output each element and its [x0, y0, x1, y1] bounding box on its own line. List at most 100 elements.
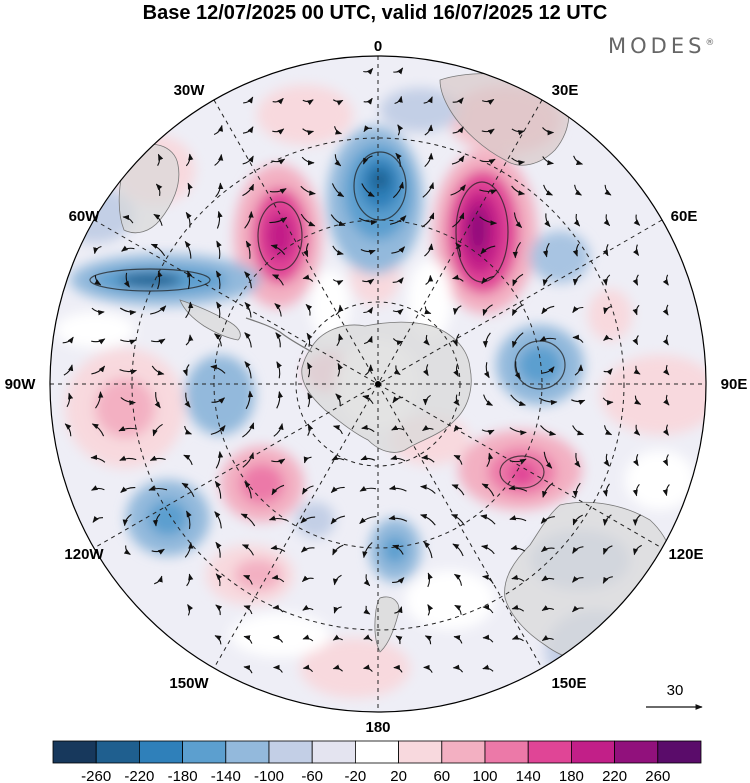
wind-arrow — [185, 301, 194, 319]
wind-arrow — [390, 454, 406, 462]
wind-arrow — [574, 364, 584, 376]
wind-arrow — [662, 334, 669, 346]
wind-arrow — [276, 361, 282, 379]
wind-arrow — [184, 392, 191, 408]
wind-arrow — [270, 244, 286, 255]
colorbar-tick-label: -20 — [345, 768, 367, 783]
wind-arrow — [119, 369, 138, 375]
wind-arrow — [302, 604, 314, 611]
wind-arrow — [154, 575, 163, 585]
south-pole-marker — [375, 381, 381, 387]
wind-arrow — [632, 483, 640, 497]
antarctica-landmass — [301, 321, 472, 453]
wind-arrow — [392, 181, 404, 199]
wind-arrow — [486, 452, 494, 468]
wind-arrow — [540, 545, 555, 553]
wind-arrow — [330, 214, 346, 226]
wind-arrow — [391, 246, 406, 254]
wind-arrow — [334, 126, 343, 135]
wind-arrow — [270, 544, 286, 552]
colorbar-swatch — [614, 740, 659, 764]
wind-arrow — [479, 189, 498, 195]
wind-arrow — [332, 425, 343, 435]
wind-arrow — [187, 270, 193, 290]
wind-arrow — [482, 604, 494, 614]
wind-arrow — [450, 184, 466, 196]
wind-arrow — [421, 454, 435, 463]
wind-arrow — [480, 245, 496, 255]
wind-arrow — [210, 425, 226, 435]
wind-arrow — [121, 245, 135, 252]
wind-arrow — [482, 664, 494, 672]
wind-arrow — [123, 272, 130, 288]
colorbar-tick-label: 60 — [433, 768, 450, 783]
colorbar-tick-label: -140 — [211, 768, 241, 783]
wind-arrow — [92, 515, 104, 523]
wind-arrow — [91, 485, 105, 491]
wind-arrow — [424, 124, 434, 136]
colorbar-swatch — [657, 740, 702, 764]
wind-arrow — [451, 155, 465, 165]
wind-arrow — [302, 274, 314, 282]
wind-arrow — [363, 306, 374, 314]
wind-arrow — [305, 303, 313, 316]
wind-arrow — [332, 245, 344, 256]
wind-arrow — [363, 68, 374, 75]
colorbar-swatch — [52, 740, 97, 764]
lon-label-180: 180 — [365, 719, 390, 736]
wind-arrow — [150, 338, 166, 345]
wind-arrow — [307, 362, 313, 378]
wind-arrow — [395, 635, 403, 645]
colorbar-swatch — [182, 740, 227, 764]
wind-arrow — [62, 336, 74, 344]
colorbar-tick-label: 260 — [645, 768, 670, 783]
wind-arrow — [215, 451, 224, 469]
wind-arrow — [512, 273, 524, 287]
wind-arrow — [215, 270, 222, 289]
wind-arrow — [453, 573, 463, 586]
wind-arrow — [244, 271, 252, 289]
wind-arrow — [427, 572, 433, 588]
wind-arrow — [269, 217, 288, 224]
wind-arrow — [186, 573, 194, 587]
colorbar-swatch — [268, 740, 313, 764]
wind-arrow — [335, 304, 344, 316]
wind-arrow — [214, 635, 222, 645]
wind-arrow — [302, 99, 314, 106]
wind-arrow — [269, 188, 287, 194]
wind-arrow — [360, 455, 376, 461]
modes-logo: MODES® — [608, 34, 715, 58]
wind-arrow — [243, 665, 253, 674]
graticule — [50, 56, 706, 712]
wind-arrow — [394, 95, 403, 105]
wind-arrow — [330, 515, 345, 525]
wind-arrow — [245, 240, 252, 259]
wind-arrow — [332, 544, 344, 556]
wind-arrow — [301, 156, 315, 166]
wind-arrow — [303, 243, 309, 258]
svg-text:30: 30 — [667, 682, 684, 699]
wind-arrow — [572, 514, 583, 526]
wind-arrow — [572, 482, 581, 498]
wind-arrow — [242, 155, 254, 165]
colorbar: -260 -220 -180 -140 -100 -60 -20 20 60 100 140 180 2… — [52, 740, 702, 783]
wind-arrow — [602, 274, 611, 286]
wind-arrow — [632, 304, 640, 316]
wind-arrow — [91, 307, 105, 316]
colorbar-swatch — [311, 740, 356, 764]
wind-arrow — [481, 429, 495, 436]
wind-arrow — [359, 515, 377, 524]
new-zealand-landmass — [374, 596, 400, 653]
wind-arrow — [330, 486, 345, 493]
wind-arrow — [663, 394, 670, 406]
wind-arrow — [242, 452, 254, 468]
wind-arrow — [543, 184, 553, 196]
wind-arrow — [332, 574, 342, 586]
wind-arrow — [91, 365, 106, 375]
wind-arrow — [632, 274, 639, 286]
wind-arrow — [542, 127, 555, 136]
wind-arrow — [452, 274, 464, 282]
wind-arrow — [572, 334, 584, 343]
wind-arrow — [274, 303, 282, 317]
